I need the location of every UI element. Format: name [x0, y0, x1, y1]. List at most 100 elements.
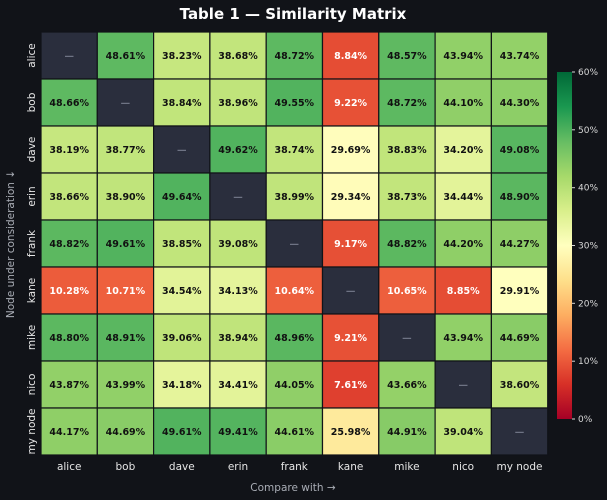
heatmap-cell [209, 172, 267, 221]
chart-title: Table 1 — Similarity Matrix [180, 5, 407, 23]
cell-value-label: 48.72% [275, 51, 315, 62]
cell-value-label: 39.08% [218, 239, 258, 250]
cell-value-label: 9.22% [334, 98, 367, 109]
heatmap-cell [209, 407, 267, 456]
colorbar-tick-label: 50% [578, 126, 598, 136]
heatmap-cell [490, 172, 549, 221]
heatmap-cell [378, 313, 436, 362]
x-tick-label: erin [228, 461, 248, 473]
cell-value-label: 44.69% [106, 427, 146, 438]
y-tick-labels: alice bob dave erin frank kane mike nico my node [26, 43, 38, 454]
cell-value-label: 49.08% [500, 145, 540, 156]
x-tick-label: my node [497, 461, 543, 473]
cell-value-label: 34.18% [162, 380, 202, 391]
cell-value-label: 49.55% [275, 98, 315, 109]
heatmap-cell [153, 219, 211, 268]
y-tick-label: erin [26, 186, 38, 206]
cell-value-label: 48.66% [49, 98, 89, 109]
heatmap-cell [490, 266, 549, 315]
cell-value-label: 7.61% [334, 380, 367, 391]
cell-value-label: 39.06% [162, 333, 202, 344]
heatmap-cell [265, 266, 324, 315]
y-tick-label: nico [26, 374, 38, 396]
heatmap-cell [321, 31, 380, 80]
x-tick-label: nico [452, 461, 474, 473]
cell-value-label: 44.17% [49, 427, 89, 438]
cell-value-label: 43.99% [106, 380, 146, 391]
cell-value-label: 48.72% [387, 98, 427, 109]
cell-value-label: 43.94% [443, 333, 483, 344]
x-tick-label: kane [338, 461, 363, 473]
y-tick-label: my node [26, 409, 38, 455]
cell-value-label: 38.85% [162, 239, 202, 250]
heatmap-cell [321, 407, 380, 456]
cell-value-label: 44.61% [275, 427, 315, 438]
cell-value-label: 29.69% [331, 145, 371, 156]
cell-value-label: 44.91% [387, 427, 427, 438]
heatmap-cell [153, 266, 211, 315]
cell-value-label: 29.34% [331, 192, 371, 203]
cell-value-label: 49.61% [162, 427, 202, 438]
colorbar-tick-label: 10% [578, 357, 598, 367]
heatmap-cell [40, 78, 98, 127]
x-tick-label: dave [169, 461, 195, 473]
cell-value-label: 10.71% [106, 286, 146, 297]
cell-value-label: 38.60% [500, 380, 540, 391]
cell-value-label: 34.13% [218, 286, 258, 297]
heatmap-cell [434, 31, 493, 80]
cell-value-label: 9.21% [334, 333, 367, 344]
heatmap-cell [265, 313, 324, 362]
cell-value-label: 8.84% [334, 51, 367, 62]
y-tick-label: kane [26, 278, 38, 303]
cell-value-label: — [402, 333, 412, 344]
heatmap-cell [378, 219, 436, 268]
cell-value-label: 25.98% [331, 427, 371, 438]
cell-value-label: — [64, 51, 74, 62]
heatmap-cell [96, 172, 155, 221]
y-axis-label: Node under consideration ↓ [5, 170, 17, 318]
heatmap-cell [265, 78, 324, 127]
cell-value-label: 34.41% [218, 380, 258, 391]
cell-value-label: 44.10% [443, 98, 483, 109]
heatmap-cell [490, 360, 549, 409]
cell-value-label: 48.57% [387, 51, 427, 62]
cell-value-label: 43.94% [443, 51, 483, 62]
cell-value-label: 44.05% [275, 380, 315, 391]
heatmap-cell [490, 125, 549, 174]
cell-value-label: 38.19% [49, 145, 89, 156]
cell-value-label: 48.91% [106, 333, 146, 344]
cell-value-label: 43.66% [387, 380, 427, 391]
x-axis-label: Compare with → [250, 482, 336, 494]
heatmap-cell [265, 125, 324, 174]
cell-value-label: 48.61% [106, 51, 146, 62]
cell-value-label: 49.62% [218, 145, 258, 156]
cell-value-label: 38.83% [387, 145, 427, 156]
heatmap-cell [265, 407, 324, 456]
heatmap-cell [209, 360, 267, 409]
heatmap-cell [96, 407, 155, 456]
heatmap-cell [321, 360, 380, 409]
cell-value-label: 48.80% [49, 333, 89, 344]
cell-value-label: 38.68% [218, 51, 258, 62]
heatmap-cell [265, 360, 324, 409]
colorbar-tick-label: 40% [578, 184, 598, 194]
x-tick-label: mike [394, 461, 419, 473]
heatmap-cell [40, 219, 98, 268]
heatmap-cell [490, 78, 549, 127]
cell-value-label: 10.65% [387, 286, 427, 297]
cell-value-label: 38.73% [387, 192, 427, 203]
cell-value-label: 34.44% [443, 192, 483, 203]
colorbar-gradient [557, 72, 572, 419]
heatmap-cell [153, 78, 211, 127]
cell-value-label: — [458, 380, 468, 391]
cell-value-label: 34.20% [443, 145, 483, 156]
cell-value-label: 49.64% [162, 192, 202, 203]
cell-value-label: 39.04% [443, 427, 483, 438]
cell-value-label: — [233, 192, 243, 203]
y-tick-label: frank [26, 229, 38, 257]
cell-value-label: 10.64% [275, 286, 315, 297]
heatmap-cell [153, 125, 211, 174]
cell-value-label: 44.20% [443, 239, 483, 250]
heatmap-cell [434, 266, 493, 315]
cell-value-label: — [121, 98, 131, 109]
